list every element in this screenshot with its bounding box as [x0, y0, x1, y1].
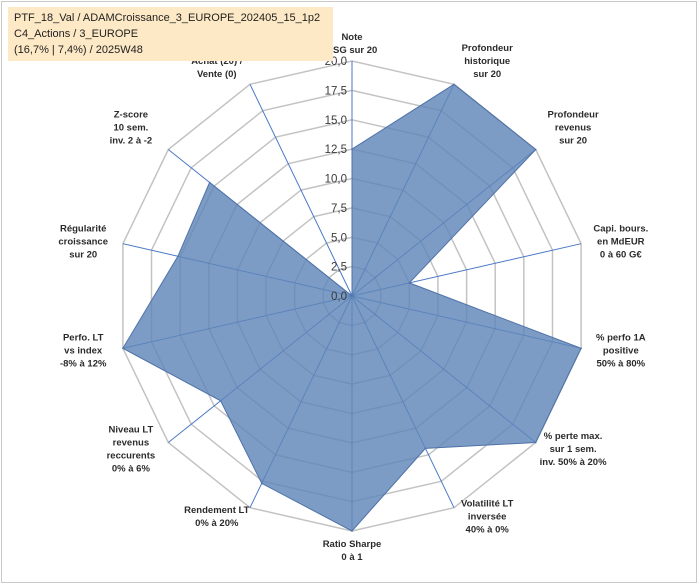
tick-label: 7,5: [331, 203, 347, 215]
data-point: [580, 347, 582, 350]
data-point: [351, 530, 353, 532]
tick-label: 10,0: [325, 174, 347, 186]
axis-spoke: [249, 84, 353, 297]
data-point: [122, 347, 124, 350]
axis-label-line: Perfo. LT: [63, 333, 104, 344]
axis-label-line: 0% à 20%: [195, 518, 239, 529]
data-point: [534, 148, 537, 151]
axis-label-line: % perte max.: [544, 431, 603, 442]
axis-label: Régularité croissance sur 20: [58, 224, 108, 261]
axis-label-line: -8% à 12%: [60, 359, 107, 370]
data-point: [177, 255, 179, 258]
tick-label: 0,0: [331, 291, 347, 303]
tick-label: 2,5: [331, 262, 347, 274]
axis-label: Z-score 10 sem. inv. 2 à -2: [110, 110, 153, 147]
tick-label: 17,5: [325, 85, 347, 97]
axis-label-line: 40% à 0%: [466, 525, 510, 536]
axis-label-line: Ratio Sharpe: [323, 539, 382, 550]
data-point: [351, 148, 353, 150]
radar-series: [122, 83, 582, 532]
info-line-category: C4_Actions / 3_EUROPE: [14, 28, 139, 40]
axis-label-line: en MdEUR: [597, 237, 645, 248]
axis-label-line: historique: [464, 56, 510, 67]
axis-label-line: reccurents: [107, 450, 156, 461]
axis-label-line: 50% à 80%: [597, 359, 646, 370]
axis-label: Rendement LT 0% à 20%: [184, 505, 249, 529]
axis-label-line: 0 à 60 G€: [600, 250, 642, 261]
series-area: [122, 83, 582, 532]
axis-label-line: Vente (0): [197, 69, 237, 80]
axis-label: Capi. bours. en MdEUR 0 à 60 G€: [593, 224, 648, 261]
axis-label: Note ESG sur 20: [327, 32, 378, 56]
axis-label-line: Profondeur: [547, 110, 598, 121]
data-point: [424, 447, 427, 450]
axis-label-line: inv. 50% à 20%: [540, 457, 607, 468]
axis-label-line: positive: [603, 346, 639, 357]
axis-label-line: sur 20: [473, 69, 501, 80]
axis-label: Profondeur revenus sur 20: [547, 110, 598, 147]
data-point: [219, 400, 222, 402]
axis-label-line: Note: [341, 32, 362, 43]
info-line-portfolio: PTF_18_Val / ADAMCroissance_3_EUROPE_202…: [14, 12, 321, 24]
axis-label-line: Rendement LT: [184, 505, 249, 516]
axis-label-line: sur 20: [559, 136, 587, 147]
data-point: [453, 83, 455, 86]
axis-label-line: croissance: [58, 237, 108, 248]
axis-label: % perfo 1A positive 50% à 80%: [596, 333, 646, 370]
axis-label-line: 0 à 1: [341, 552, 363, 563]
data-point: [261, 482, 263, 485]
axis-label: Perfo. LT vs index -8% à 12%: [60, 333, 107, 370]
axis-label-line: vs index: [64, 346, 103, 357]
axis-label: Profondeur historique sur 20: [462, 43, 513, 80]
axis-label-line: 10 sem.: [113, 123, 148, 134]
axis-label-line: % perfo 1A: [596, 333, 646, 344]
axis-label-line: Achat (20) /: [191, 56, 243, 67]
axis-label-line: revenus: [555, 123, 591, 134]
axis-label-line: Z-score: [114, 110, 148, 121]
axis-label-line: inv. 2 à -2: [110, 136, 153, 147]
axis-label: Volatilité LT inversée 40% à 0%: [461, 499, 514, 536]
data-point: [208, 181, 211, 184]
axis-label-line: Profondeur: [462, 43, 513, 54]
axis-label-line: inversée: [468, 512, 507, 523]
tick-label: 15,0: [325, 115, 347, 127]
axis-label-line: 0% à 6%: [112, 463, 151, 474]
axis-label: % perte max. sur 1 sem. inv. 50% à 20%: [540, 431, 607, 468]
info-line-stats: (16,7% | 7,4%) / 2025W48: [14, 44, 143, 56]
data-point: [534, 441, 537, 444]
portfolio-info-box: PTF_18_Val / ADAMCroissance_3_EUROPE_202…: [8, 7, 333, 61]
tick-label: 12,5: [325, 144, 347, 156]
axis-label: Niveau LT revenus reccurents 0% à 6%: [107, 424, 156, 474]
axis-labels: Note ESG sur 20 Profondeur historique sur 20…: [58, 32, 648, 563]
axis-label-line: sur 20: [69, 250, 97, 261]
axis-label-line: Régularité: [60, 224, 106, 235]
data-point: [351, 295, 353, 297]
axis-label-line: Capi. bours.: [593, 224, 648, 235]
data-point: [408, 282, 411, 284]
axis-label-line: revenus: [113, 437, 149, 448]
axis-label-line: Niveau LT: [109, 424, 154, 435]
tick-label: 5,0: [331, 232, 347, 244]
axis-label-line: Volatilité LT: [461, 499, 514, 510]
axis-label: Ratio Sharpe 0 à 1: [323, 539, 382, 563]
axis-label-line: ESG sur 20: [327, 45, 378, 56]
radial-tick-labels: 0,02,55,07,510,012,515,017,520,0: [325, 56, 347, 303]
axis-label-line: sur 1 sem.: [550, 444, 597, 455]
